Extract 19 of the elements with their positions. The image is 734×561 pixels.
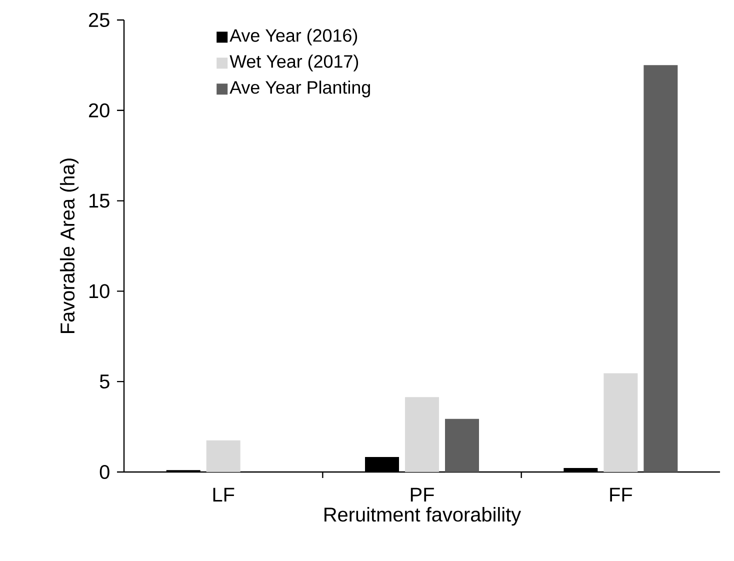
x-tick-label: FF	[610, 488, 632, 502]
bar	[644, 65, 678, 472]
x-tick-label: LF	[213, 488, 234, 502]
y-tick-label: 0	[100, 464, 110, 480]
legend-label: Ave Year Planting	[230, 80, 370, 98]
y-tick-label: 15	[90, 194, 110, 208]
y-tick-label: 25	[89, 12, 110, 28]
x-axis-title: Reruitment favorability	[324, 507, 522, 526]
bar	[445, 418, 480, 472]
legend-label: Ave Year (2016)	[230, 28, 358, 46]
bar	[405, 397, 440, 472]
y-tick-label: 5	[100, 374, 110, 389]
y-tick-label: 10	[90, 284, 110, 298]
legend-label: Wet Year (2017)	[230, 54, 358, 72]
bar	[206, 440, 240, 472]
y-tick-label: 20	[89, 103, 110, 118]
y-axis-title: Favorable Area (ha)	[60, 158, 79, 333]
bar	[604, 373, 638, 472]
x-tick-label: PF	[410, 488, 434, 502]
